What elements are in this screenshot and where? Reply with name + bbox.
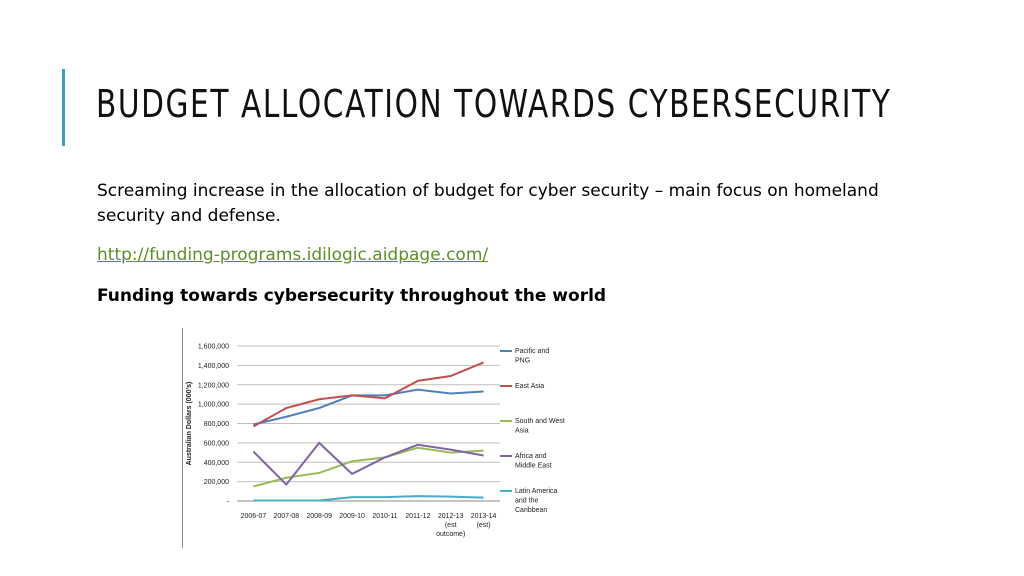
y-tick-label: 1,000,000 [198,402,229,409]
legend-label: and the [515,498,538,505]
series-line [253,446,484,488]
slide-title: BUDGET ALLOCATION TOWARDS CYBERSECURITY [96,82,892,126]
series-line [252,361,484,428]
title-accent-bar [62,69,65,146]
x-tick-label: 2007-08 [273,513,299,520]
y-tick-label: 1,200,000 [198,382,229,389]
y-axis-label: Australian Dollars (000's) [186,382,193,466]
legend-label: Middle East [515,463,552,470]
legend-label: PNG [515,358,530,365]
x-tick-label: 2010-11 [372,513,397,520]
line-chart-svg: 1,600,000 1,400,000 1,200,000 1,000,000 800,… [186,344,565,539]
funding-chart: 1,600,000 1,400,000 1,200,000 1,000,000 800,… [182,328,582,548]
legend-label: Caribbean [515,507,547,514]
legend-label: East Asia [515,383,544,390]
slide-body-text: Screaming increase in the allocation of … [97,181,879,226]
y-tick-label: 200,000 [204,479,229,486]
x-tick-label: 2012-13 [438,513,464,520]
x-tick-label: 2008-09 [306,513,332,520]
series-line [253,495,484,502]
x-tick-label: 2006-07 [241,513,267,520]
x-tick-label: 2009-10 [339,513,365,520]
y-tick-label: 600,000 [204,440,229,447]
legend-label: Pacific and [515,348,549,355]
x-tick-label: 2013-14 [471,513,497,520]
chart-left-border [182,328,183,548]
y-tick-label: - [227,499,230,506]
chart-subheading: Funding towards cybersecurity throughout… [97,286,607,306]
y-tick-label: 1,400,000 [198,363,229,370]
y-tick-label: 800,000 [204,421,229,428]
x-tick-sublabel: (est) [477,522,491,529]
legend-label: South and West [515,418,565,425]
series-line [253,388,484,426]
y-tick-label: 1,600,000 [198,344,229,351]
y-tick-label: 400,000 [204,460,229,467]
x-tick-sublabel: (est [445,522,457,529]
legend-label: Latin America [515,488,558,495]
funding-programs-link[interactable]: http://funding-programs.idilogic.aidpage… [97,245,489,265]
series-line [252,441,484,487]
x-tick-label: 2011-12 [405,513,430,520]
x-tick-sublabel: outcome) [436,531,465,538]
legend-label: Asia [515,428,529,435]
legend-label: Africa and [515,453,547,460]
